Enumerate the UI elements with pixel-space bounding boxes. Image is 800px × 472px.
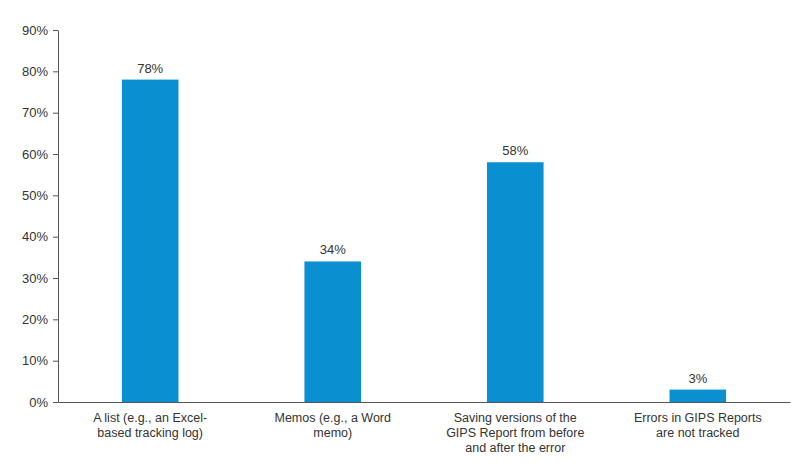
x-tick-label-line: are not tracked	[656, 426, 739, 440]
y-tick-label: 50%	[22, 188, 48, 203]
y-tick: 80%	[22, 64, 58, 79]
data-label: 78%	[137, 61, 163, 76]
y-tick: 70%	[22, 105, 58, 120]
bar	[670, 390, 727, 402]
y-tick-mark	[53, 113, 58, 114]
x-tick-label-line: Memos (e.g., a Word	[274, 411, 391, 425]
bar	[487, 162, 544, 402]
bar	[304, 261, 361, 402]
y-tick-label: 40%	[22, 229, 48, 244]
y-tick: 10%	[22, 353, 58, 368]
y-axis-line	[58, 31, 59, 403]
y-tick-label: 70%	[22, 105, 48, 120]
y-tick-label: 80%	[22, 64, 48, 79]
x-axis	[59, 402, 791, 403]
data-label: 3%	[688, 371, 707, 386]
y-tick-mark	[53, 361, 58, 362]
y-axis: 0% 10% 20% 30% 40% 50% 60% 70% 80% 90%	[22, 23, 59, 410]
y-tick: 30%	[22, 271, 58, 286]
x-tick-label: Saving versions of theGIPS Report from b…	[446, 411, 584, 455]
y-tick-label: 10%	[22, 353, 48, 368]
x-tick-label: Memos (e.g., a Wordmemo)	[274, 411, 391, 440]
x-tick-label: Errors in GIPS Reportsare not tracked	[634, 411, 762, 440]
y-tick: 40%	[22, 229, 58, 244]
y-tick-label: 60%	[22, 147, 48, 162]
x-tick-label-line: and after the error	[465, 441, 565, 455]
y-tick-label: 30%	[22, 271, 48, 286]
y-tick-mark	[53, 402, 58, 403]
y-tick-mark	[53, 319, 58, 320]
bar	[122, 80, 179, 402]
y-tick: 0%	[29, 395, 58, 410]
x-tick-labels: A list (e.g., an Excel-based tracking lo…	[93, 411, 762, 455]
y-tick-mark	[53, 195, 58, 196]
x-tick-label: A list (e.g., an Excel-based tracking lo…	[93, 411, 207, 440]
x-tick-label-line: memo)	[313, 426, 352, 440]
x-tick-label-line: based tracking log)	[97, 426, 203, 440]
y-tick-label: 90%	[22, 23, 48, 38]
y-tick: 60%	[22, 147, 58, 162]
data-label: 58%	[502, 143, 528, 158]
y-tick: 20%	[22, 312, 58, 327]
x-tick-label-line: GIPS Report from before	[446, 426, 584, 440]
x-axis-line	[59, 402, 791, 403]
y-tick-mark	[53, 278, 58, 279]
x-tick-label-line: A list (e.g., an Excel-	[93, 411, 207, 425]
x-tick-label-line: Errors in GIPS Reports	[634, 411, 762, 425]
y-tick: 90%	[22, 23, 58, 38]
y-tick-mark	[53, 30, 58, 31]
plot-area: 0% 10% 20% 30% 40% 50% 60% 70% 80% 90% A list (e.g…	[22, 23, 791, 455]
bars	[122, 80, 726, 402]
y-tick-mark	[53, 71, 58, 72]
y-tick-mark	[53, 154, 58, 155]
data-labels: 78% 34% 58% 3%	[137, 61, 707, 386]
y-tick-label: 0%	[29, 395, 48, 410]
x-tick-label-line: Saving versions of the	[454, 411, 577, 425]
y-tick: 50%	[22, 188, 58, 203]
data-label: 34%	[320, 242, 346, 257]
chart: 0% 10% 20% 30% 40% 50% 60% 70% 80% 90% A list (e.g…	[0, 0, 800, 472]
y-tick-mark	[53, 237, 58, 238]
y-tick-label: 20%	[22, 312, 48, 327]
